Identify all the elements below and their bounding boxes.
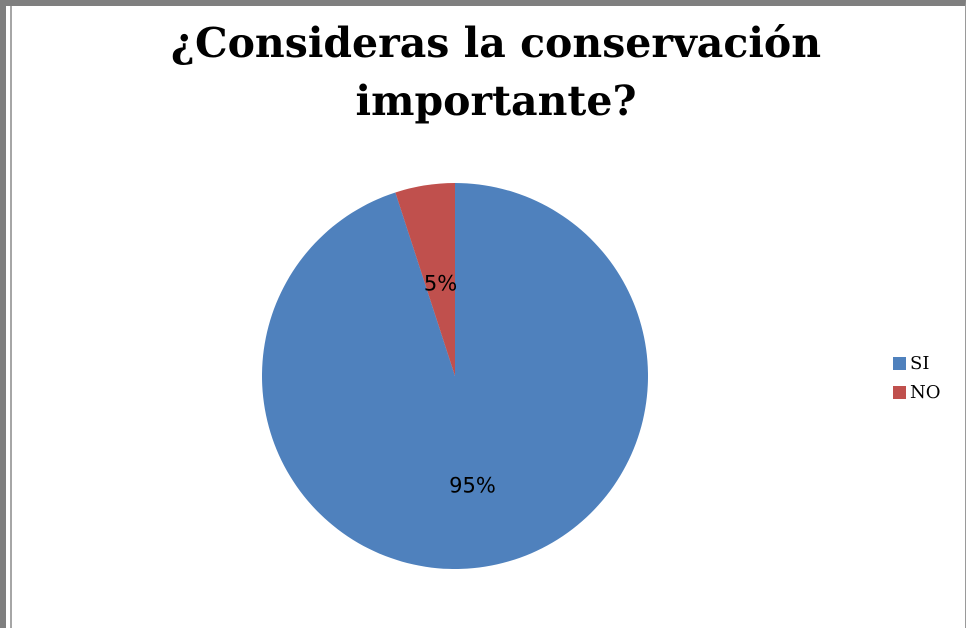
legend-label-si: SI — [910, 353, 930, 374]
chart-title: ¿Consideras la conservación importante? — [170, 19, 822, 125]
frame-inner-line — [10, 6, 12, 628]
legend-label-no: NO — [910, 382, 941, 403]
slice-label-si: 95% — [449, 474, 496, 498]
pie-slice-si — [261, 183, 648, 570]
legend-item-no: NO — [893, 378, 941, 407]
legend-swatch-si — [893, 357, 906, 370]
legend-swatch-no — [893, 386, 906, 399]
chart-legend: SI NO — [893, 349, 941, 407]
slice-label-no: 5% — [424, 272, 457, 296]
legend-item-si: SI — [893, 349, 941, 378]
pie-slice-no — [395, 183, 455, 376]
